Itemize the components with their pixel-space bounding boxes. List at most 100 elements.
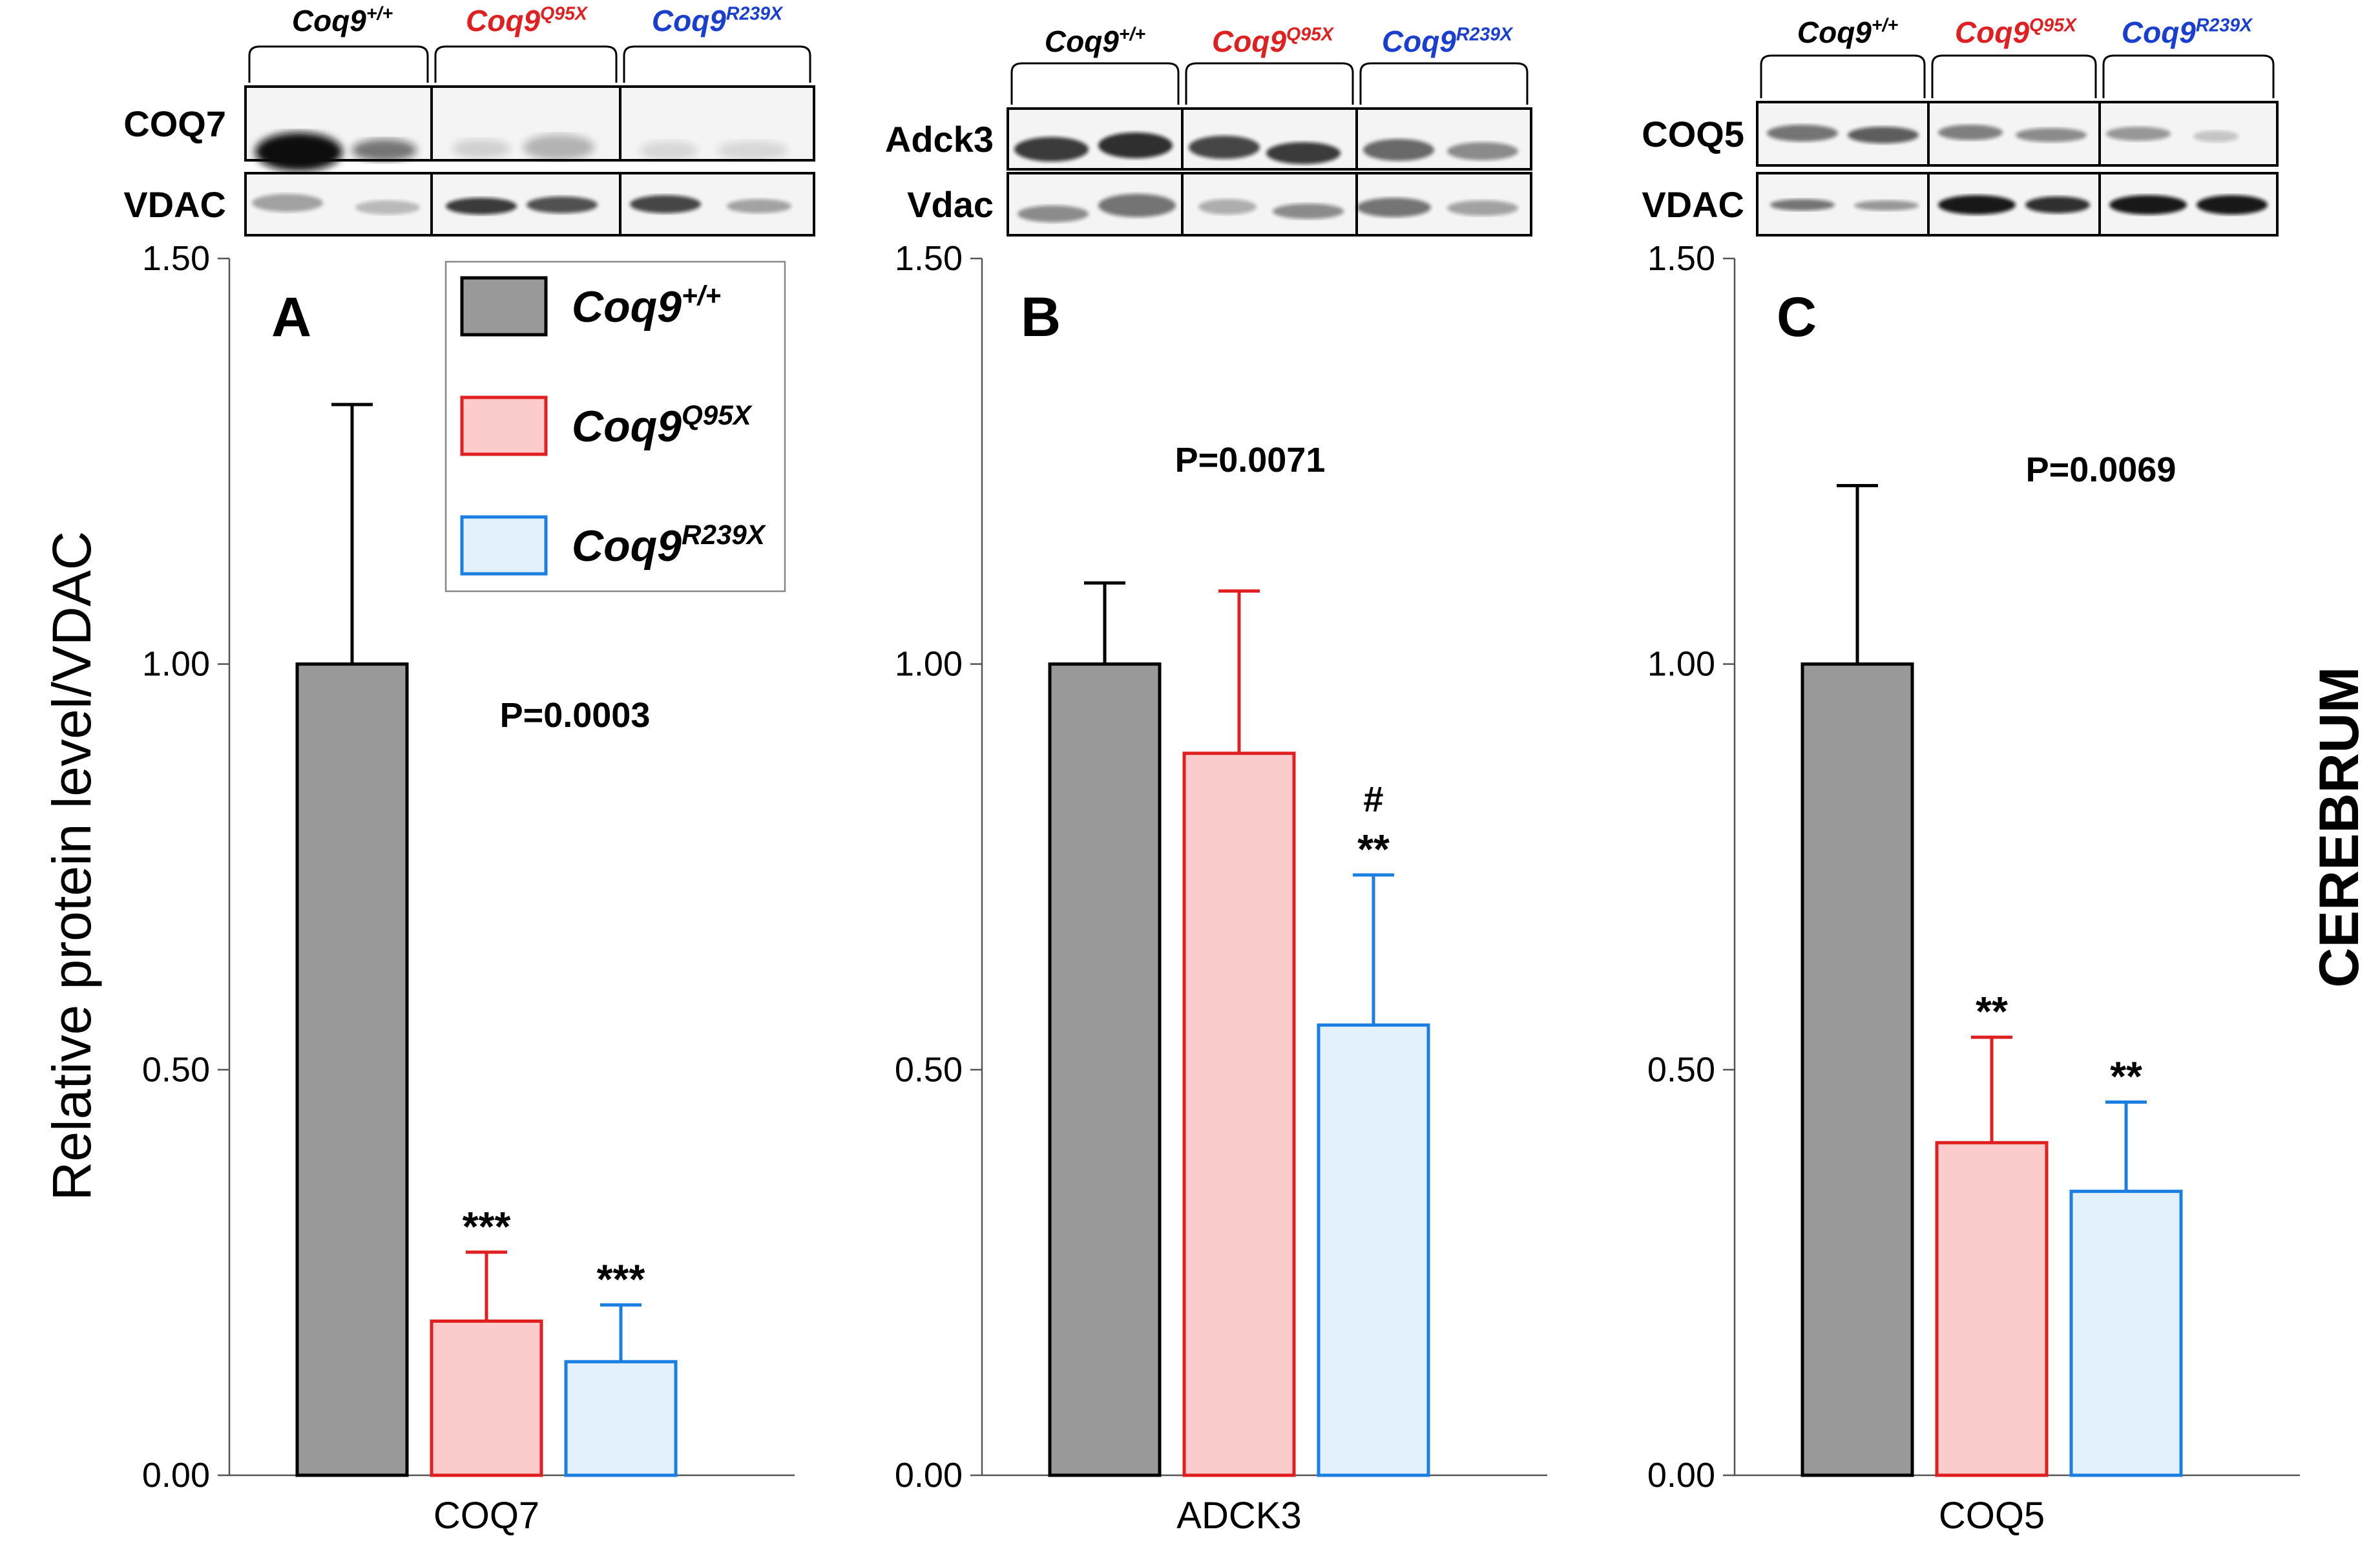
blot-band	[255, 132, 342, 171]
blot-genotype-label-base: Coq9	[1382, 25, 1456, 58]
blot-band	[2106, 127, 2171, 141]
blot-band	[252, 194, 323, 212]
bar	[1317, 1023, 1430, 1477]
blot-band	[1770, 199, 1835, 211]
legend-label-sup: R239X	[682, 520, 767, 550]
bar	[1935, 1141, 2049, 1477]
bar	[1182, 752, 1296, 1477]
blot-genotype-label-base: Coq9	[466, 4, 540, 37]
blot-genotype-label-sup: Q95X	[1286, 25, 1335, 45]
y-tick-label: 0.50	[142, 1050, 210, 1089]
blot-band	[640, 141, 698, 160]
y-tick-label: 1.00	[1647, 645, 1715, 684]
chart-panel-c: 0.00 0.50 1.00 1.50 C P=0.0069 COQ5 ** **	[1647, 239, 2300, 1537]
chart-panel-b: 0.00 0.50 1.00 1.50 B P=0.0071 ADCK3 ** #	[895, 239, 1547, 1537]
p-value-label: P=0.0069	[2026, 450, 2176, 489]
blot-genotype-label-sup: Q95X	[2029, 16, 2078, 36]
legend-swatch	[460, 515, 548, 576]
legend-label: Coq9R239X	[572, 520, 767, 571]
y-tick-label: 1.00	[142, 645, 210, 684]
blot-band	[727, 199, 791, 213]
blot-genotype-label-sup: +/+	[1872, 16, 1899, 36]
y-tick-label: 1.50	[895, 239, 963, 278]
x-category-label: COQ7	[433, 1495, 539, 1537]
blot-row-label: Vdac	[907, 184, 994, 225]
blot-strip	[1007, 107, 1532, 171]
panel-letter: A	[271, 286, 311, 348]
bar-charts: 0.000.501.001.50AP=0.0003COQ7******0.000…	[142, 239, 2300, 1537]
legend-label: Coq9Q95X	[572, 400, 753, 451]
chart-panel-a: 0.00 0.50 1.00 1.50 A P=0.0003 COQ7 *** ***	[142, 239, 795, 1537]
p-value-label: P=0.0071	[1175, 441, 1326, 479]
blot-genotype-label: Coq9R239X	[652, 4, 784, 37]
lane-group-bracket	[1359, 62, 1529, 105]
blot-band	[523, 134, 594, 160]
significance-marker: ***	[597, 1256, 645, 1302]
x-category-label: ADCK3	[1176, 1495, 1301, 1537]
blot-band	[1938, 195, 2016, 215]
blot-band	[630, 195, 701, 213]
blot-strip	[1756, 101, 2279, 167]
blot-genotype-label-base: Coq9	[1212, 25, 1286, 58]
blot-band	[2197, 195, 2268, 215]
blot-band	[1938, 125, 2003, 140]
blot-genotype-label-base: Coq9	[1045, 25, 1119, 58]
blot-band	[355, 200, 420, 215]
bar	[430, 1319, 543, 1477]
blot-band	[1357, 198, 1431, 217]
blot-genotype-label-sup: R239X	[726, 4, 784, 25]
blot-band	[717, 141, 788, 160]
lane-group-bracket	[1185, 62, 1354, 105]
legend-label-base: Coq9	[572, 282, 682, 332]
bar	[1048, 662, 1162, 1477]
significance-marker: **	[2110, 1053, 2142, 1100]
significance-marker: ***	[463, 1203, 511, 1250]
blot-band	[1098, 194, 1176, 217]
legend-label-sup: Q95X	[682, 400, 753, 431]
blot-band	[1198, 199, 1257, 215]
bar	[2069, 1190, 2183, 1477]
lane-group-bracket	[1931, 54, 2097, 98]
blot-genotype-label: Coq9+/+	[292, 4, 393, 37]
blot-genotype-label-sup: R239X	[2196, 16, 2253, 36]
blot-genotype-label: Coq9Q95X	[1212, 25, 1335, 58]
blot-genotype-label-sup: +/+	[366, 4, 393, 25]
panel-letter: B	[1021, 286, 1061, 348]
blot-genotype-label: Coq9Q95X	[466, 4, 589, 37]
blot-genotype-label-sup: Q95X	[540, 4, 589, 25]
legend-label: Coq9+/+	[572, 280, 721, 332]
blot-row-label: Adck3	[885, 119, 994, 160]
lane-group-bracket	[1010, 62, 1180, 105]
blot-band	[352, 139, 417, 162]
legend-label-base: Coq9	[572, 521, 682, 571]
significance-marker: **	[1357, 826, 1390, 872]
blot-genotype-label: Coq9R239X	[1382, 25, 1514, 58]
y-axis-label: Relative protein level/VDAC	[41, 531, 102, 1201]
blot-strip	[1756, 172, 2279, 237]
blot-band	[2109, 195, 2187, 215]
y-tick-label: 1.50	[1647, 239, 1715, 278]
blot-band	[1014, 137, 1089, 162]
blot-band	[1767, 125, 1838, 142]
legend-label-sup: +/+	[682, 280, 721, 311]
y-tick-label: 0.00	[895, 1456, 963, 1495]
bar	[295, 662, 409, 1477]
blot-band	[2025, 196, 2090, 213]
blot-row-label: COQ7	[123, 103, 226, 144]
legend-swatch	[460, 276, 548, 337]
blot-genotype-label: Coq9Q95X	[1955, 16, 2078, 49]
blot-band	[1363, 139, 1434, 161]
lane-group-bracket	[248, 45, 429, 83]
y-tick-label: 0.00	[1647, 1456, 1715, 1495]
y-tick-label: 0.50	[1647, 1050, 1715, 1089]
blot-band	[1018, 205, 1089, 222]
blot-genotype-label: Coq9+/+	[1045, 25, 1146, 58]
y-tick-label: 1.00	[895, 645, 963, 684]
blot-band	[527, 196, 598, 213]
blot-strip	[1007, 172, 1532, 237]
blot-genotype-label-sup: +/+	[1119, 25, 1146, 45]
